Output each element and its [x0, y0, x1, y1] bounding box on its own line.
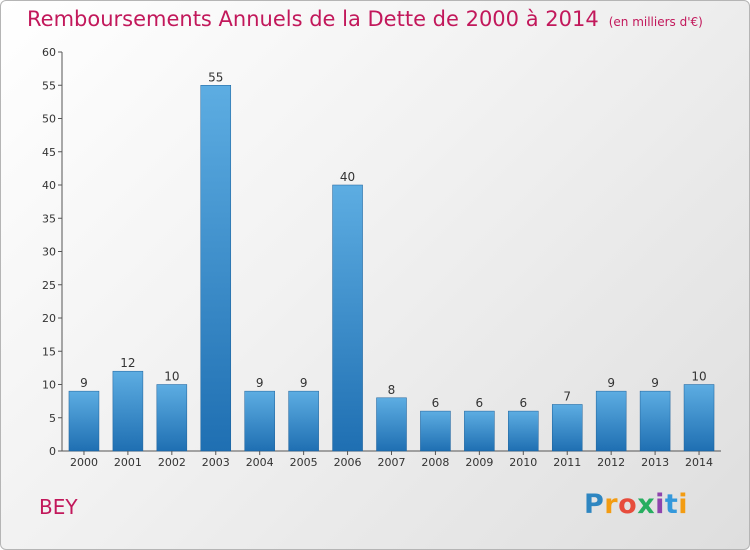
bar-2001 — [112, 370, 144, 452]
x-tick-label-2000: 2000 — [70, 456, 98, 469]
data-label-2000: 9 — [80, 376, 88, 390]
data-label-2006: 40 — [340, 170, 355, 184]
chart-title-text: Remboursements Annuels de la Dette de 20… — [27, 7, 599, 31]
bar-2006 — [332, 184, 363, 452]
data-label-2014: 10 — [691, 370, 706, 384]
bar-2007 — [376, 397, 407, 452]
y-tick-label: 0 — [49, 445, 56, 458]
bar-2013 — [639, 390, 671, 452]
bar-2011 — [551, 404, 583, 452]
y-tick-label: 50 — [42, 113, 56, 126]
data-label-2007: 8 — [388, 383, 396, 397]
data-label-2011: 7 — [563, 389, 571, 403]
y-tick-label: 60 — [42, 46, 56, 59]
x-tick-label-2001: 2001 — [114, 456, 142, 469]
y-tick-label: 45 — [42, 146, 56, 159]
x-tick-label-2014: 2014 — [685, 456, 713, 469]
y-tick-label: 20 — [42, 312, 56, 325]
bar-2002 — [156, 384, 188, 452]
data-label-2002: 10 — [164, 370, 179, 384]
x-tick-label-2012: 2012 — [597, 456, 625, 469]
x-tick-label-2007: 2007 — [378, 456, 406, 469]
x-tick-label-2011: 2011 — [553, 456, 581, 469]
x-tick-label-2005: 2005 — [290, 456, 318, 469]
chart-title: Remboursements Annuels de la Dette de 20… — [27, 7, 703, 31]
bar-2005 — [288, 390, 319, 452]
y-tick-label: 35 — [42, 212, 56, 225]
data-label-2001: 12 — [120, 356, 135, 370]
y-tick-label: 5 — [49, 412, 56, 425]
y-tick-label: 30 — [42, 246, 56, 259]
x-tick-label-2003: 2003 — [202, 456, 230, 469]
proxiti-logo: Proxiti — [584, 489, 689, 520]
bar-2008 — [420, 410, 451, 452]
x-tick-label-2010: 2010 — [509, 456, 537, 469]
bar-2014 — [683, 384, 715, 452]
x-tick-label-2009: 2009 — [465, 456, 493, 469]
y-tick-label: 15 — [42, 345, 56, 358]
x-tick-label-2002: 2002 — [158, 456, 186, 469]
data-label-2010: 6 — [519, 396, 527, 410]
bar-2009 — [464, 410, 495, 452]
x-tick-label-2004: 2004 — [246, 456, 274, 469]
x-tick-label-2008: 2008 — [421, 456, 449, 469]
bar-2004 — [244, 390, 275, 452]
data-label-2009: 6 — [476, 396, 484, 410]
y-tick-label: 55 — [42, 79, 56, 92]
y-tick-label: 10 — [42, 379, 56, 392]
x-tick-label-2006: 2006 — [334, 456, 362, 469]
data-label-2004: 9 — [256, 376, 264, 390]
x-tick-label-2013: 2013 — [641, 456, 669, 469]
data-label-2005: 9 — [300, 376, 308, 390]
commune-name: BEY — [39, 495, 78, 519]
bar-2012 — [595, 390, 627, 452]
bar-2003 — [200, 85, 232, 452]
y-tick-label: 25 — [42, 279, 56, 292]
chart-subtitle: (en milliers d'€) — [608, 15, 703, 29]
data-label-2003: 55 — [208, 70, 223, 84]
data-label-2013: 9 — [651, 376, 659, 390]
y-tick-label: 40 — [42, 179, 56, 192]
bar-2000 — [68, 390, 100, 452]
data-label-2008: 6 — [432, 396, 440, 410]
data-label-2012: 9 — [607, 376, 615, 390]
bar-2010 — [508, 410, 539, 452]
